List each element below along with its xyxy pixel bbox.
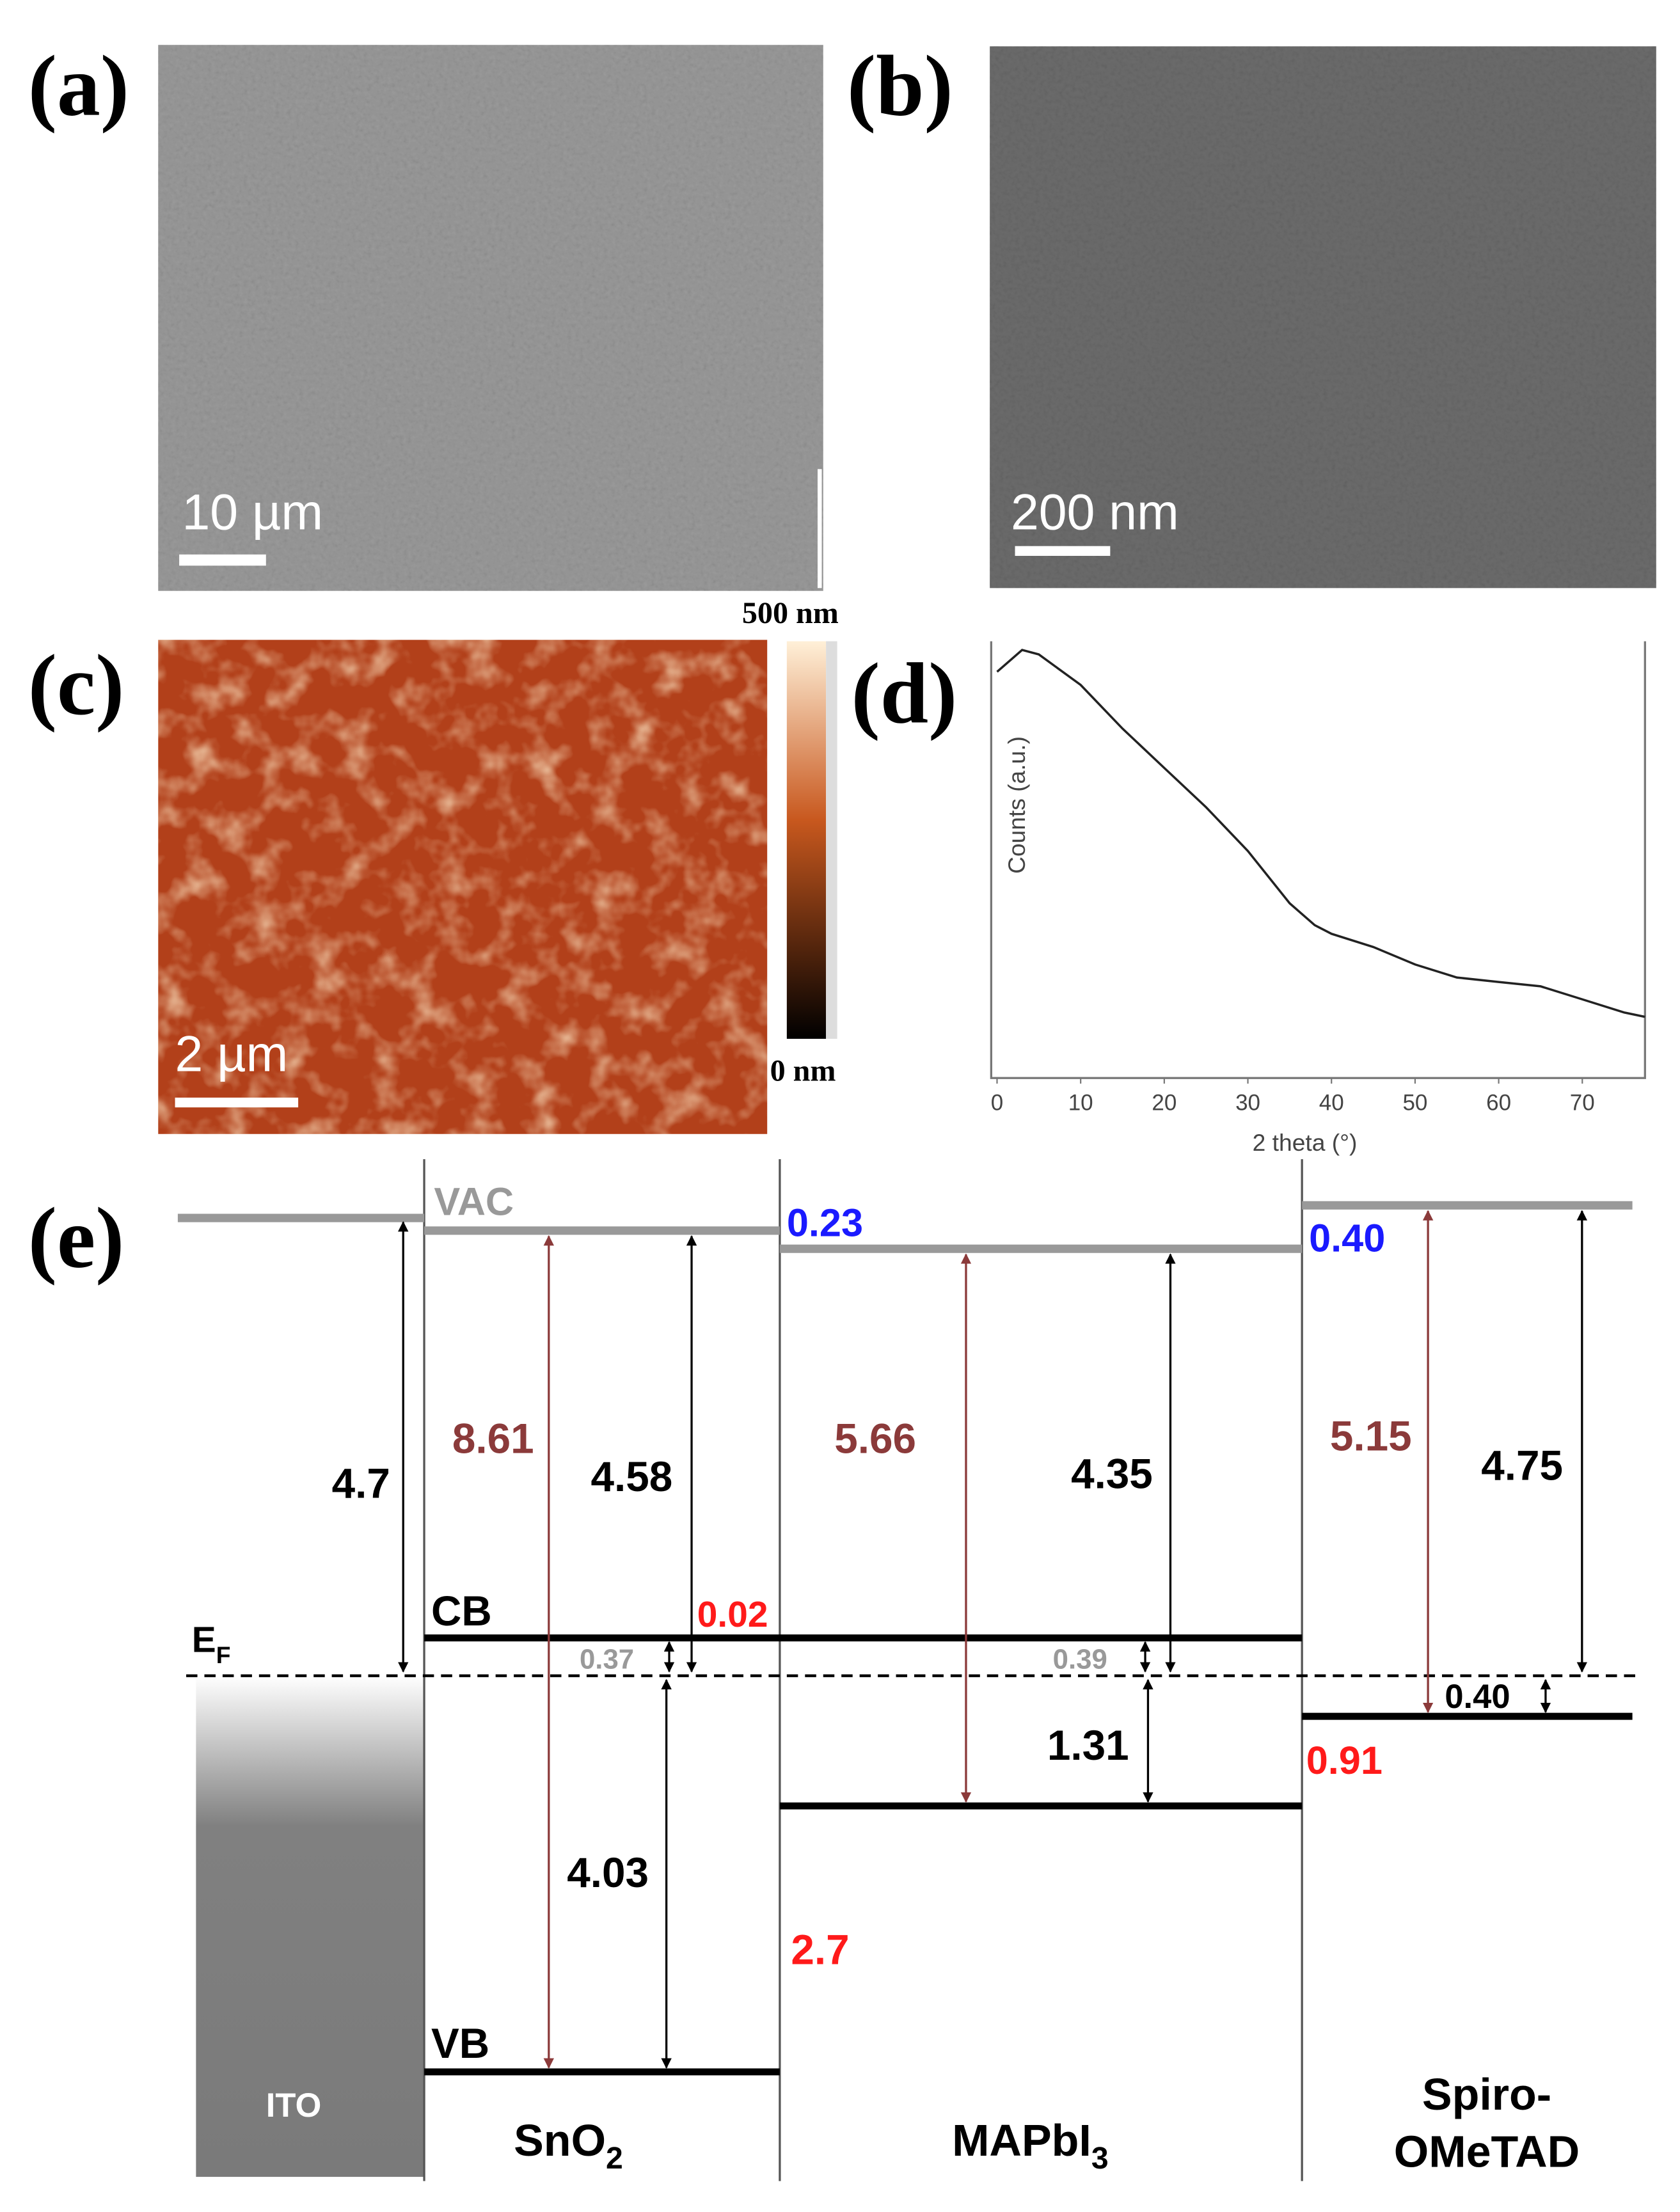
layer-main: SnO bbox=[514, 2115, 606, 2165]
scale-bar bbox=[175, 1097, 299, 1108]
scale-bar bbox=[1015, 546, 1111, 556]
vb-label: VB bbox=[431, 2020, 489, 2067]
x-tick-label: 0 bbox=[991, 1091, 1003, 1116]
layer-sub: 2 bbox=[606, 2141, 623, 2176]
energy-value: 1.31 bbox=[1047, 1722, 1129, 1769]
vacuum-levels bbox=[177, 1201, 1633, 1253]
colorbar-max: 500 nm bbox=[742, 596, 839, 630]
energy-value: 8.61 bbox=[452, 1416, 534, 1462]
colorbar-min: 0 nm bbox=[770, 1054, 836, 1088]
fermi-main: E bbox=[192, 1619, 216, 1660]
x-tick-label: 10 bbox=[1068, 1091, 1093, 1116]
afm-texture bbox=[158, 640, 768, 1134]
x-tick-label: 30 bbox=[1235, 1091, 1260, 1116]
panel-label: (a) bbox=[28, 38, 129, 134]
energy-value: 5.15 bbox=[1330, 1412, 1412, 1459]
energy-value: 4.03 bbox=[567, 1849, 649, 1896]
x-tick-label: 60 bbox=[1486, 1091, 1511, 1116]
energy-value: 4.7 bbox=[332, 1460, 390, 1507]
energy-value: 2.7 bbox=[791, 1926, 849, 1973]
panel-label: (b) bbox=[847, 38, 953, 134]
layer-sub: 3 bbox=[1091, 2141, 1109, 2176]
data-line bbox=[996, 649, 1645, 1018]
energy-value: 0.40 bbox=[1309, 1217, 1385, 1260]
level-arrows bbox=[398, 1210, 1588, 2069]
colorbar-edge bbox=[826, 641, 837, 1039]
scale-bar bbox=[179, 554, 266, 566]
colorbar bbox=[786, 641, 827, 1039]
axes bbox=[990, 641, 1646, 1079]
vac-label: VAC bbox=[434, 1180, 514, 1224]
scale-bar-label: 2 µm bbox=[175, 1025, 289, 1082]
layer-label: MAPbI3 bbox=[952, 2115, 1109, 2176]
energy-value: 4.35 bbox=[1071, 1450, 1153, 1497]
energy-value: 0.39 bbox=[1053, 1644, 1107, 1675]
panel-label: (e) bbox=[28, 1190, 125, 1286]
layer-label: Spiro- bbox=[1422, 2069, 1551, 2119]
sem-image bbox=[990, 46, 1656, 589]
energy-value: 0.23 bbox=[787, 1201, 863, 1245]
energy-value: 0.40 bbox=[1445, 1678, 1510, 1716]
energy-value: 0.91 bbox=[1306, 1739, 1383, 1782]
sem-image bbox=[158, 45, 823, 591]
energy-value: 4.58 bbox=[590, 1453, 672, 1500]
band-levels bbox=[424, 1634, 1633, 2076]
x-tick-label: 70 bbox=[1570, 1091, 1595, 1116]
cb-label: CB bbox=[431, 1588, 492, 1634]
fermi-sub: F bbox=[216, 1641, 231, 1668]
panel-label: (c) bbox=[28, 637, 125, 733]
scale-bar-label: 200 nm bbox=[1011, 484, 1179, 540]
x-tick-label: 50 bbox=[1402, 1091, 1427, 1116]
x-axis-label: 2 theta (°) bbox=[1253, 1129, 1358, 1156]
panel-label: (d) bbox=[852, 645, 958, 741]
x-tick-label: 40 bbox=[1319, 1091, 1344, 1116]
ito-block bbox=[196, 1675, 425, 2177]
ito-label: ITO bbox=[266, 2087, 322, 2124]
xrd-chart: 2 theta (°) Counts (a.u.) 0 10 20 30 40 50 60 7… bbox=[990, 641, 1646, 1156]
fermi-label: EF bbox=[192, 1619, 231, 1668]
energy-value: 4.75 bbox=[1481, 1442, 1563, 1489]
y-axis-label: Counts (a.u.) bbox=[1003, 736, 1030, 874]
energy-value: 0.37 bbox=[580, 1644, 634, 1675]
layer-label: OMeTAD bbox=[1394, 2127, 1580, 2177]
energy-value: 5.66 bbox=[834, 1416, 916, 1462]
scale-bar-label: 10 µm bbox=[182, 484, 323, 540]
layer-main: MAPbI bbox=[952, 2115, 1091, 2165]
gap-arrows bbox=[543, 1210, 1434, 2069]
x-tick-label: 20 bbox=[1152, 1091, 1177, 1116]
edge bbox=[817, 469, 822, 589]
energy-value: 0.02 bbox=[697, 1594, 768, 1635]
energy-diagram: VAC CB VB EF ITO SnO2 MAPbI3 Spiro- OMeT… bbox=[177, 1159, 1635, 2181]
layer-label: SnO2 bbox=[514, 2115, 623, 2176]
